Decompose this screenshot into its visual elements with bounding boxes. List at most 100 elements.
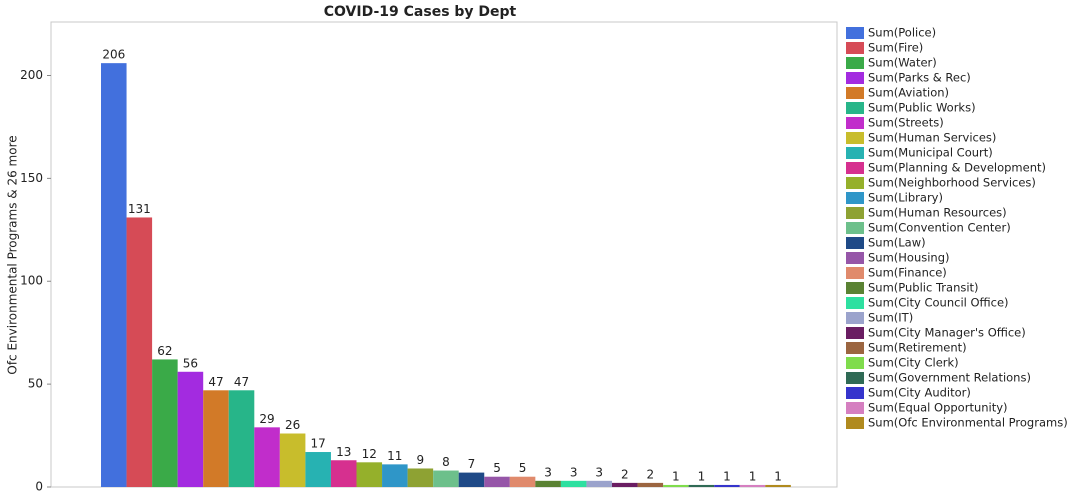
y-tick-label: 0 — [35, 480, 43, 494]
bar — [382, 464, 408, 487]
legend-swatch — [846, 402, 864, 414]
bar — [228, 390, 255, 487]
legend-swatch — [846, 42, 864, 54]
data-label: 13 — [336, 445, 351, 459]
legend-swatch — [846, 207, 864, 219]
legend-swatch — [846, 162, 864, 174]
bar — [560, 480, 587, 487]
data-label: 2 — [621, 467, 629, 481]
legend-swatch — [846, 312, 864, 324]
bar — [101, 63, 127, 487]
data-label: 47 — [234, 375, 249, 389]
data-label: 26 — [285, 418, 300, 432]
bar — [433, 470, 459, 487]
data-label: 29 — [259, 412, 274, 426]
data-label: 12 — [362, 447, 377, 461]
legend-swatch — [846, 282, 864, 294]
legend-label: Sum(Planning & Development) — [868, 161, 1046, 175]
legend-swatch — [846, 267, 864, 279]
legend-swatch — [846, 177, 864, 189]
legend-label: Sum(City Council Office) — [868, 296, 1009, 310]
legend-label: Sum(Police) — [868, 26, 936, 40]
bar — [330, 460, 357, 487]
legend-label: Sum(Ofc Environmental Programs) — [868, 416, 1068, 430]
data-label: 3 — [544, 465, 552, 479]
bar — [688, 484, 715, 487]
bar — [484, 476, 510, 487]
bar — [612, 482, 638, 487]
legend-swatch — [846, 117, 864, 129]
legend-label: Sum(Government Relations) — [868, 371, 1031, 385]
bar — [305, 452, 331, 487]
legend-label: Sum(City Manager's Office) — [868, 326, 1026, 340]
data-label: 47 — [208, 375, 223, 389]
bar — [458, 472, 485, 487]
legend-swatch — [846, 327, 864, 339]
legend-label: Sum(Law) — [868, 236, 926, 250]
bar — [535, 480, 561, 487]
data-label: 1 — [774, 469, 782, 483]
legend-swatch — [846, 222, 864, 234]
legend-swatch — [846, 147, 864, 159]
legend-label: Sum(Municipal Court) — [868, 146, 993, 160]
y-axis-label: Ofc Environmental Programs & 26 more — [6, 135, 20, 374]
legend-label: Sum(Streets) — [868, 116, 944, 130]
y-tick-label: 150 — [20, 171, 43, 185]
legend-label: Sum(Housing) — [868, 251, 950, 265]
legend-swatch — [846, 72, 864, 84]
legend-label: Sum(Fire) — [868, 41, 923, 55]
chart-title: COVID-19 Cases by Dept — [324, 4, 517, 20]
data-label: 11 — [387, 449, 402, 463]
bar — [714, 484, 740, 487]
data-label: 1 — [672, 469, 680, 483]
legend-swatch — [846, 252, 864, 264]
legend-label: Sum(Convention Center) — [868, 221, 1011, 235]
legend-swatch — [846, 192, 864, 204]
data-label: 7 — [468, 457, 476, 471]
legend-swatch — [846, 342, 864, 354]
data-label: 3 — [595, 465, 603, 479]
legend-label: Sum(Neighborhood Services) — [868, 176, 1036, 190]
legend-label: Sum(IT) — [868, 311, 913, 325]
data-label: 62 — [157, 344, 172, 358]
legend-swatch — [846, 57, 864, 69]
bar — [663, 484, 689, 487]
legend-label: Sum(Water) — [868, 56, 937, 70]
legend-label: Sum(Public Transit) — [868, 281, 979, 295]
y-tick-label: 100 — [20, 274, 43, 288]
bar — [152, 359, 178, 487]
data-label: 206 — [102, 48, 125, 62]
legend-label: Sum(Retirement) — [868, 341, 967, 355]
legend-swatch — [846, 237, 864, 249]
bar — [177, 371, 204, 487]
legend-swatch — [846, 357, 864, 369]
data-label: 17 — [311, 437, 326, 451]
bar — [765, 484, 791, 487]
bar — [254, 427, 280, 487]
bar — [637, 482, 664, 487]
legend-label: Sum(Library) — [868, 191, 943, 205]
bar — [739, 484, 766, 487]
legend-swatch — [846, 87, 864, 99]
data-label: 1 — [749, 469, 757, 483]
bar — [126, 217, 153, 487]
legend-swatch — [846, 387, 864, 399]
legend-label: Sum(City Clerk) — [868, 356, 959, 370]
data-label: 56 — [183, 356, 198, 370]
legend-label: Sum(Human Services) — [868, 131, 996, 145]
legend-swatch — [846, 372, 864, 384]
bar — [586, 480, 612, 487]
data-label: 9 — [417, 453, 425, 467]
bar — [356, 462, 383, 487]
legend-label: Sum(Finance) — [868, 266, 947, 280]
data-label: 1 — [723, 469, 731, 483]
data-label: 131 — [128, 202, 151, 216]
bar — [407, 468, 434, 487]
legend-swatch — [846, 27, 864, 39]
bar — [279, 433, 306, 487]
legend-label: Sum(Human Resources) — [868, 206, 1007, 220]
legend-swatch — [846, 132, 864, 144]
legend-label: Sum(Public Works) — [868, 101, 976, 115]
y-tick-label: 50 — [28, 377, 43, 391]
